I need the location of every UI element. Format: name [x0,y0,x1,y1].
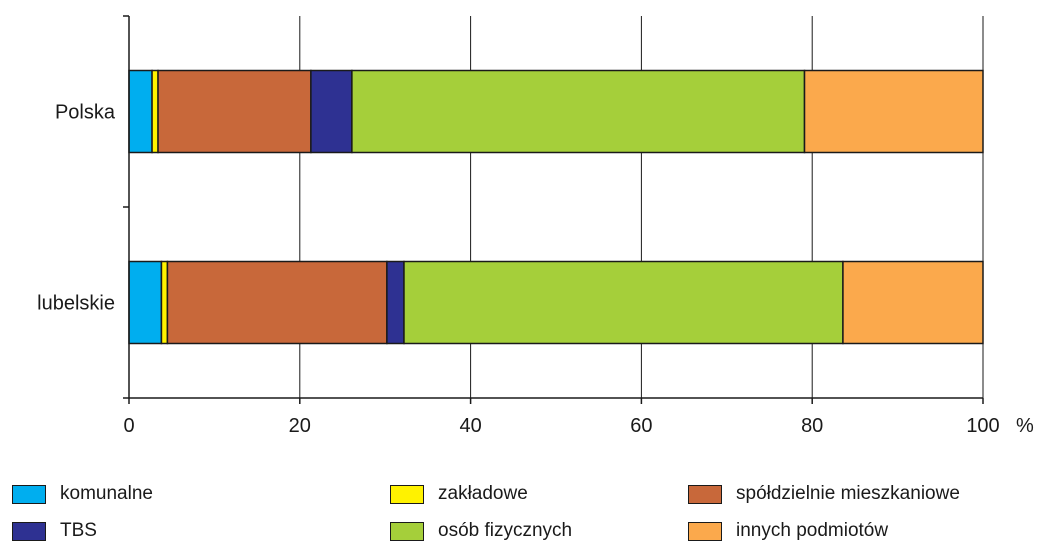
category-labels: Polska lubelskie [37,102,116,315]
bar-1-3 [386,260,405,345]
bar-1-0 [128,260,163,345]
legend-label-3: TBS [60,520,97,541]
category-label-1: lubelskie [37,293,115,315]
legend-swatch-5 [688,521,722,541]
x-tick-label-100: 100 [966,415,999,437]
bar-0-5 [803,69,984,154]
legend-label-1: zakładowe [438,483,528,504]
legend-item-1: zakładowe [390,479,528,509]
legend-item-0: komunalne [12,479,153,509]
bar-0-0 [128,69,153,154]
bar-0-3 [310,69,353,154]
legend-swatch-2 [688,484,722,504]
legend-item-2: spółdzielnie mieszkaniowe [688,479,960,509]
legend-swatch-1 [390,484,424,504]
category-label-0: Polska [55,102,116,124]
x-tick-label-20: 20 [289,415,311,437]
legend-label-5: innych podmiotów [736,520,889,541]
x-tick-label-80: 80 [801,415,823,437]
tick-labels: 0 20 40 60 80 100 [123,415,999,437]
x-tick-label-40: 40 [459,415,481,437]
legend-item-3: TBS [12,516,97,546]
bar-0-2 [157,69,312,154]
legend-swatch-3 [12,521,46,541]
bar-0-1 [151,69,159,154]
bars [128,69,984,345]
legend-label-4: osób fizycznych [438,520,573,541]
bar-1-5 [842,260,984,345]
legend-item-4: osób fizycznych [390,516,572,546]
legend-label-0: komunalne [60,483,153,504]
axes [123,15,984,404]
legend-label-2: spółdzielnie mieszkaniowe [736,483,960,504]
x-tick-label-0: 0 [123,415,134,437]
bar-0-4 [351,69,806,154]
legend-swatch-4 [390,521,424,541]
bar-1-2 [166,260,388,345]
legend: komunalne zakładowe spółdzielnie mieszkani… [0,470,1037,547]
legend-swatch-0 [12,484,46,504]
bar-1-1 [160,260,169,345]
x-tick-label-60: 60 [630,415,652,437]
legend-item-5: innych podmiotów [688,516,888,546]
x-unit-label: % [1016,415,1034,437]
stacked-bar-chart: Polska lubelskie 0 20 40 60 80 100 % [37,15,1034,437]
bar-1-4 [403,260,844,345]
